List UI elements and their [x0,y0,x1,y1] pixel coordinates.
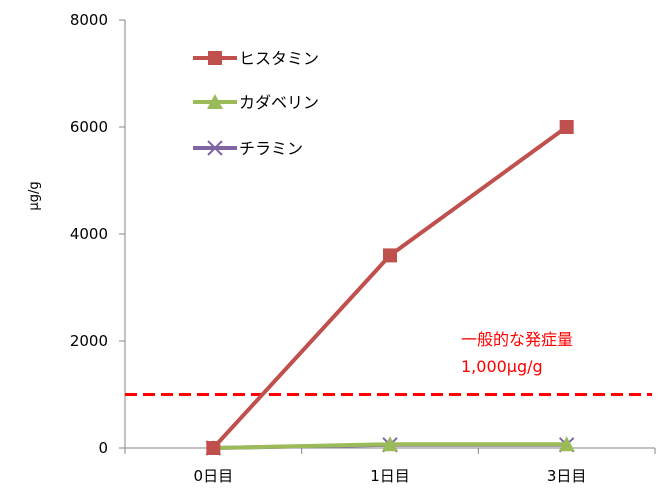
y-tick-label: 2000 [70,332,108,350]
legend-label: カダベリン [239,93,319,112]
data-point [206,441,221,455]
legend-marker [208,51,222,65]
legend-marker [207,140,223,156]
legend-label: ヒスタミン [239,49,319,68]
series-layer [205,120,575,456]
legend-marker [207,94,223,109]
axes-layer: 0 2000 4000 6000 8000 0日目 1日目 3日目 [70,11,656,485]
y-tick-label: 4000 [70,225,108,243]
y-tick-label: 0 [98,439,108,457]
data-point [382,436,398,452]
x-tick-label: 1日目 [370,467,410,485]
x-tick-label: 3日目 [547,467,587,485]
annotation-line-1: 一般的な発症量 [461,330,573,349]
series-line [211,125,568,450]
data-point [383,248,397,263]
legend-label: チラミン [239,139,303,158]
annotation-line-2: 1,000μg/g [461,357,543,376]
series-2 [205,436,575,455]
y-axis-label: μg/g [27,181,42,210]
series-1 [206,120,574,455]
y-tick-label: 8000 [70,11,108,29]
x-tick-label: 0日目 [194,467,234,485]
data-point [559,120,574,134]
data-point [558,436,575,452]
y-tick-label: 6000 [70,118,108,136]
